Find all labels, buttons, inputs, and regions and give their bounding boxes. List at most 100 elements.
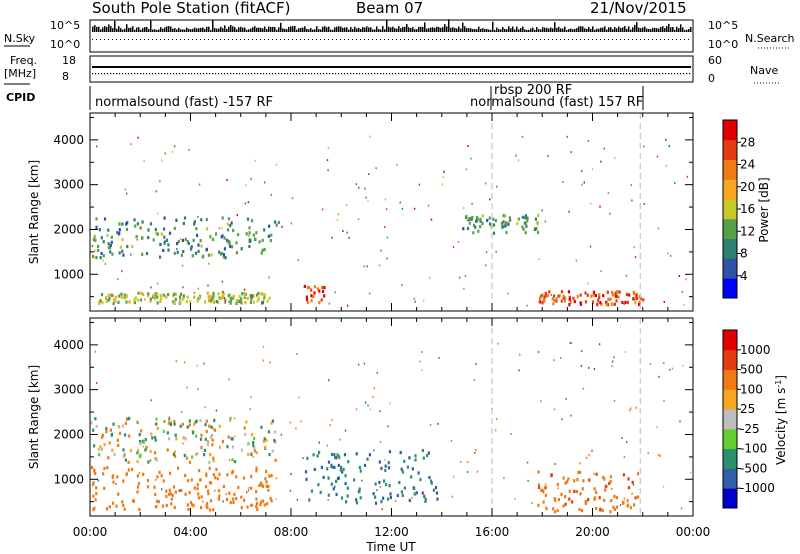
nave-dot <box>317 73 319 75</box>
nsky-bar <box>440 27 442 32</box>
scatter-cell <box>570 414 572 417</box>
range-time-cell <box>184 473 187 478</box>
range-time-cell <box>221 216 224 220</box>
nsky-bar <box>570 28 572 32</box>
range-time-cell <box>227 435 230 439</box>
nave-dot <box>206 73 208 75</box>
scatter-cell <box>155 190 157 193</box>
scatter-cell <box>579 462 581 465</box>
scatter-cell <box>137 448 139 451</box>
nave-dot <box>428 73 430 75</box>
scatter-cell <box>452 246 455 248</box>
scatter-cell <box>438 356 440 359</box>
range-time-cell <box>92 494 95 498</box>
nave-dot <box>485 73 487 75</box>
range-time-cell <box>604 488 607 492</box>
range-time-cell <box>318 301 321 305</box>
range-time-cell <box>426 453 429 458</box>
range-time-cell <box>230 298 233 302</box>
nsearch-dot <box>320 39 321 40</box>
nsearch-dot <box>112 39 113 40</box>
range-time-cell <box>543 295 546 299</box>
nave-dot <box>341 73 343 75</box>
range-time-cell <box>145 251 149 256</box>
nsky-bar <box>290 26 292 32</box>
range-time-cell <box>471 216 474 220</box>
freq-frame <box>89 55 694 83</box>
scatter-cell <box>589 245 592 248</box>
nsearch-dot <box>116 39 117 40</box>
range-time-cell <box>216 477 219 481</box>
nsearch-dot <box>368 39 369 40</box>
range-time-cell <box>107 228 110 232</box>
scatter-cell <box>143 160 145 163</box>
range-time-cell <box>252 443 255 448</box>
scatter-cell <box>228 300 230 303</box>
range-time-cell <box>121 500 124 504</box>
scatter-cell <box>296 353 298 355</box>
nave-dot <box>530 73 532 75</box>
scatter-cell <box>657 227 659 230</box>
range-time-cell <box>157 500 160 504</box>
nsky-bar <box>196 28 198 32</box>
range-time-cell <box>424 497 427 501</box>
range-time-cell <box>229 416 232 420</box>
y-tick-label: 4000 <box>53 133 84 147</box>
nave-dot <box>569 73 571 75</box>
range-time-cell <box>267 484 270 488</box>
range-time-cell <box>603 477 606 481</box>
range-time-cell <box>110 235 113 239</box>
nsearch-dot <box>636 39 637 40</box>
range-time-cell <box>121 222 124 226</box>
range-time-cell <box>212 508 215 512</box>
range-time-cell <box>634 301 637 305</box>
nsearch-dot <box>588 39 589 40</box>
range-time-cell <box>594 293 597 298</box>
range-time-cell <box>154 451 157 455</box>
nsearch-dot <box>612 39 613 40</box>
range-time-cell <box>139 442 142 446</box>
nave-dot <box>131 73 133 75</box>
range-time-cell <box>252 233 255 237</box>
colorbar-segment <box>723 199 737 220</box>
nsearch-dot <box>168 39 169 40</box>
scatter-cell <box>544 483 547 486</box>
range-time-cell <box>173 226 176 230</box>
nave-dot <box>584 73 586 75</box>
nsky-bar <box>354 26 356 32</box>
colorbar-segment <box>723 468 737 489</box>
nave-dot <box>134 73 136 75</box>
range-time-cell <box>609 480 612 484</box>
nsky-bar <box>92 26 94 32</box>
nsky-bar <box>466 28 468 32</box>
range-time-cell <box>240 297 243 301</box>
range-time-cell <box>472 231 475 235</box>
range-time-cell <box>94 472 97 476</box>
scatter-cell <box>295 427 297 430</box>
nsearch-dot <box>308 39 309 40</box>
scatter-cell <box>179 238 182 241</box>
scatter-cell <box>531 502 533 504</box>
scatter-cell <box>399 201 401 204</box>
nsearch-dot <box>428 39 429 40</box>
range-time-cell <box>208 508 212 512</box>
scatter-cell <box>671 367 674 370</box>
range-time-cell <box>633 503 636 507</box>
range-time-cell <box>107 246 110 250</box>
range-time-cell <box>122 448 125 452</box>
nave-dot <box>500 73 502 75</box>
range-time-cell <box>462 227 465 231</box>
nsky-bar <box>608 27 610 32</box>
range-time-cell <box>536 230 540 234</box>
range-time-cell <box>631 480 634 484</box>
nsearch-dot <box>328 39 329 40</box>
range-time-cell <box>181 422 184 426</box>
range-time-cell <box>127 468 130 472</box>
range-time-cell <box>116 475 119 479</box>
range-time-cell <box>310 294 313 298</box>
scatter-cell <box>665 164 667 167</box>
scatter-cell <box>212 427 215 430</box>
scatter-cell <box>561 418 563 421</box>
scatter-cell <box>669 368 671 371</box>
scatter-cell <box>510 432 512 435</box>
